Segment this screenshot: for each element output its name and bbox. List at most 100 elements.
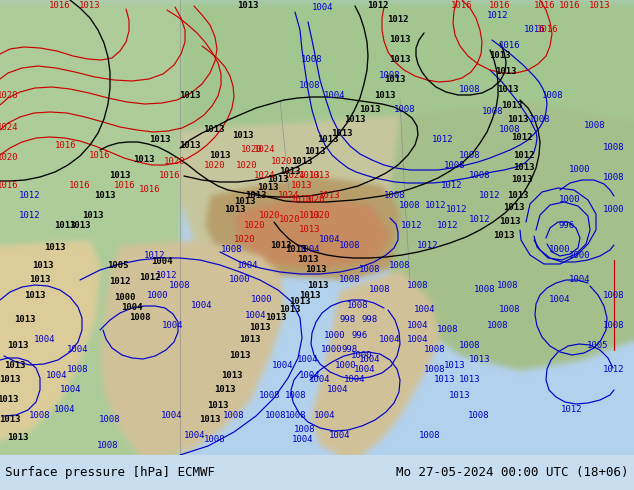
Text: 1008: 1008 <box>603 291 624 299</box>
Text: 1004: 1004 <box>184 431 206 440</box>
Text: 1004: 1004 <box>414 305 436 315</box>
Text: 1013: 1013 <box>44 244 66 252</box>
Text: 1008: 1008 <box>299 80 321 90</box>
Text: 1013: 1013 <box>55 220 75 229</box>
Text: 1012: 1012 <box>139 273 161 283</box>
Text: 1000: 1000 <box>324 330 346 340</box>
Text: 1008: 1008 <box>474 286 496 294</box>
Text: 1004: 1004 <box>245 311 267 319</box>
Text: 1008: 1008 <box>221 245 243 254</box>
Text: 1004: 1004 <box>272 361 294 369</box>
Text: 1013: 1013 <box>331 128 353 138</box>
Text: 1028: 1028 <box>0 91 19 99</box>
Text: 1024: 1024 <box>254 171 276 179</box>
Text: 1008: 1008 <box>29 411 51 419</box>
Text: 1013: 1013 <box>4 361 26 369</box>
Text: 1012: 1012 <box>432 136 454 145</box>
Text: 1008: 1008 <box>67 366 89 374</box>
Text: 1013: 1013 <box>0 375 21 385</box>
Text: 1008: 1008 <box>100 416 120 424</box>
Text: 1000: 1000 <box>230 275 251 285</box>
Text: 1004: 1004 <box>549 295 571 304</box>
Text: 1004: 1004 <box>299 370 321 379</box>
Text: 1020: 1020 <box>164 157 186 167</box>
Text: 1016: 1016 <box>114 180 136 190</box>
Text: 1013: 1013 <box>434 375 456 385</box>
Text: 1008: 1008 <box>459 341 481 349</box>
Text: 1012: 1012 <box>156 270 178 279</box>
Text: 1012: 1012 <box>511 133 533 143</box>
Text: 1000: 1000 <box>559 196 581 204</box>
Text: 1016: 1016 <box>489 1 511 10</box>
Text: 996: 996 <box>352 330 368 340</box>
Text: 1013: 1013 <box>224 205 246 215</box>
Text: 1004: 1004 <box>237 261 259 270</box>
Text: 1004: 1004 <box>344 375 366 385</box>
Text: 1012: 1012 <box>469 216 491 224</box>
Text: 1016: 1016 <box>451 1 473 10</box>
Text: 1008: 1008 <box>603 173 624 182</box>
Text: 1013: 1013 <box>204 125 224 134</box>
Text: 1008: 1008 <box>285 411 307 419</box>
Text: 1013: 1013 <box>507 116 529 124</box>
Text: 1013: 1013 <box>469 356 491 365</box>
Text: 1013: 1013 <box>304 147 326 156</box>
Text: 1013: 1013 <box>279 168 301 176</box>
Text: 1004: 1004 <box>379 336 401 344</box>
Text: 1000: 1000 <box>147 291 169 299</box>
Text: 1000: 1000 <box>251 295 273 304</box>
Text: 1000: 1000 <box>603 205 624 215</box>
Text: 1004: 1004 <box>313 3 333 13</box>
Text: 1008: 1008 <box>488 320 508 329</box>
Text: 1008: 1008 <box>603 144 624 152</box>
Text: 1013: 1013 <box>245 192 267 200</box>
Text: 1013: 1013 <box>221 370 243 379</box>
Text: 1013: 1013 <box>237 1 259 10</box>
Text: 1013: 1013 <box>29 275 51 285</box>
Text: 998: 998 <box>342 345 358 354</box>
Text: 1024: 1024 <box>254 146 276 154</box>
Text: 1004: 1004 <box>359 356 381 365</box>
Text: 1016: 1016 <box>524 25 546 34</box>
Text: 1020: 1020 <box>244 220 266 229</box>
Text: 1008: 1008 <box>419 431 441 440</box>
Text: 1016: 1016 <box>0 180 19 190</box>
Text: 1013: 1013 <box>0 416 21 424</box>
Text: 1012: 1012 <box>425 200 447 210</box>
Text: 1013: 1013 <box>24 291 46 299</box>
Text: 1013: 1013 <box>179 91 201 99</box>
Text: 1008: 1008 <box>369 286 391 294</box>
Text: 1013: 1013 <box>199 416 221 424</box>
Text: 1013: 1013 <box>7 434 29 442</box>
Text: 1008: 1008 <box>97 441 119 449</box>
Text: 1000: 1000 <box>549 245 571 254</box>
Text: 1004: 1004 <box>407 320 429 329</box>
Text: 1016: 1016 <box>499 41 521 49</box>
Text: 1004: 1004 <box>161 411 183 419</box>
Text: 1013: 1013 <box>299 225 321 235</box>
Text: 1008: 1008 <box>394 105 416 115</box>
Text: 1013: 1013 <box>79 1 101 10</box>
Text: 1008: 1008 <box>384 191 406 199</box>
Text: 1013: 1013 <box>444 361 466 369</box>
Text: 1020: 1020 <box>271 157 293 167</box>
Text: 1004: 1004 <box>55 406 75 415</box>
Text: 1000: 1000 <box>351 350 373 360</box>
Text: 1013: 1013 <box>503 203 525 213</box>
Text: 1016: 1016 <box>159 171 181 179</box>
Text: 1008: 1008 <box>223 411 245 419</box>
Text: 1004: 1004 <box>191 300 213 310</box>
Text: 1004: 1004 <box>299 245 321 254</box>
Text: 1016: 1016 <box>537 25 559 34</box>
Text: 1012: 1012 <box>479 191 501 199</box>
Text: 1013: 1013 <box>257 183 279 193</box>
Text: 1004: 1004 <box>297 356 319 365</box>
Text: 1013: 1013 <box>459 375 481 385</box>
Text: 1012: 1012 <box>19 191 41 199</box>
Text: 1020: 1020 <box>279 216 301 224</box>
Text: 998: 998 <box>362 316 378 324</box>
Text: 1013: 1013 <box>0 395 19 405</box>
Text: 1013: 1013 <box>268 175 288 185</box>
Text: 1008: 1008 <box>497 280 519 290</box>
Text: 1013: 1013 <box>179 141 201 149</box>
